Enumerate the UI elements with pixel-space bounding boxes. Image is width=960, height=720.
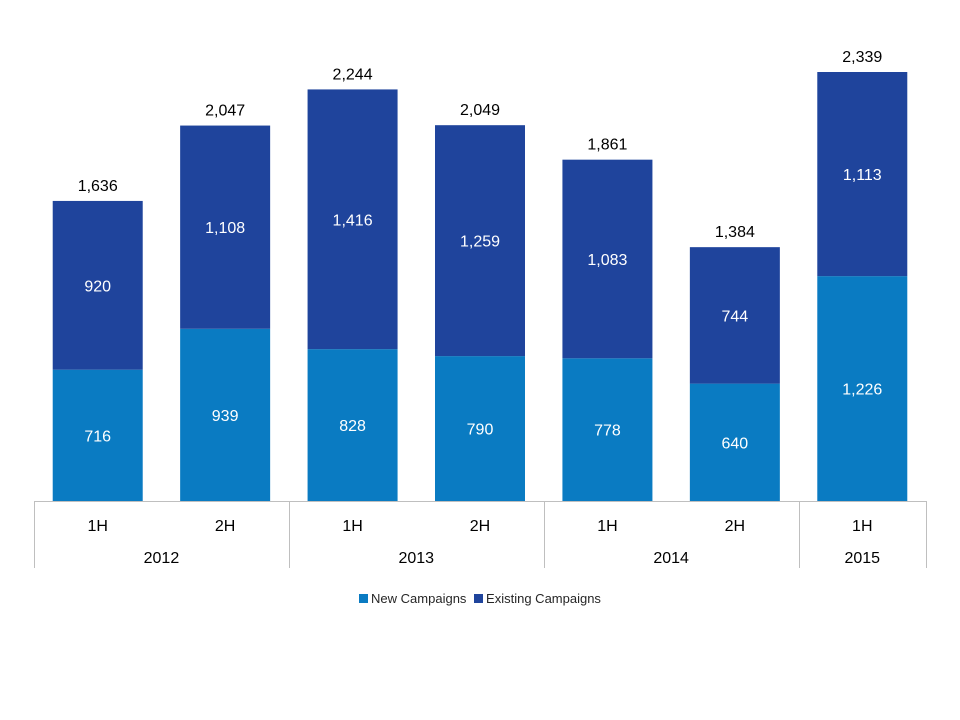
legend-label-existing: Existing Campaigns [486, 591, 601, 606]
data-label-total: 2,244 [333, 66, 373, 83]
data-label-new: 1,226 [842, 382, 882, 399]
data-label-total: 1,861 [587, 137, 627, 154]
legend-item-new: New Campaigns [359, 591, 466, 606]
legend-swatch-existing [474, 594, 483, 603]
data-label-new: 939 [212, 408, 239, 425]
legend-label-new: New Campaigns [371, 591, 466, 606]
x-tick-label: 1H [597, 518, 617, 535]
data-label-total: 2,339 [842, 49, 882, 66]
data-label-existing: 744 [722, 308, 749, 325]
data-label-existing: 1,083 [587, 252, 627, 269]
category-axis: 1H 2H 1H 2H 1H 2H 1H 2012 2013 2014 2015 [34, 501, 927, 568]
data-label-total: 2,049 [460, 102, 500, 119]
bars-layer: 716 920 1,636 939 1,108 2,047 828 1,416 2,244 790… [53, 49, 908, 501]
x-group-label: 2013 [398, 550, 434, 567]
x-group-label: 2012 [144, 550, 180, 567]
data-label-existing: 1,108 [205, 220, 245, 237]
x-tick-label: 1H [852, 518, 872, 535]
legend-swatch-new [359, 594, 368, 603]
x-group-label: 2015 [844, 550, 880, 567]
data-label-total: 2,047 [205, 103, 245, 120]
legend-item-existing: Existing Campaigns [474, 591, 601, 606]
data-label-new: 778 [594, 423, 621, 440]
data-label-total: 1,636 [78, 178, 118, 195]
data-label-existing: 920 [84, 278, 111, 295]
data-label-total: 1,384 [715, 224, 755, 241]
data-label-existing: 1,259 [460, 234, 500, 251]
data-label-existing: 1,113 [843, 167, 882, 184]
data-label-new: 790 [467, 422, 494, 439]
data-label-new: 716 [84, 428, 111, 445]
data-label-new: 640 [722, 435, 749, 452]
data-label-existing: 1,416 [333, 212, 373, 229]
x-tick-label: 1H [342, 518, 362, 535]
legend: New Campaigns Existing Campaigns [0, 591, 960, 606]
x-group-label: 2014 [653, 550, 689, 567]
data-label-new: 828 [339, 418, 366, 435]
x-tick-label: 2H [725, 518, 745, 535]
x-tick-label: 2H [215, 518, 235, 535]
x-tick-label: 1H [87, 518, 107, 535]
x-tick-label: 2H [470, 518, 490, 535]
